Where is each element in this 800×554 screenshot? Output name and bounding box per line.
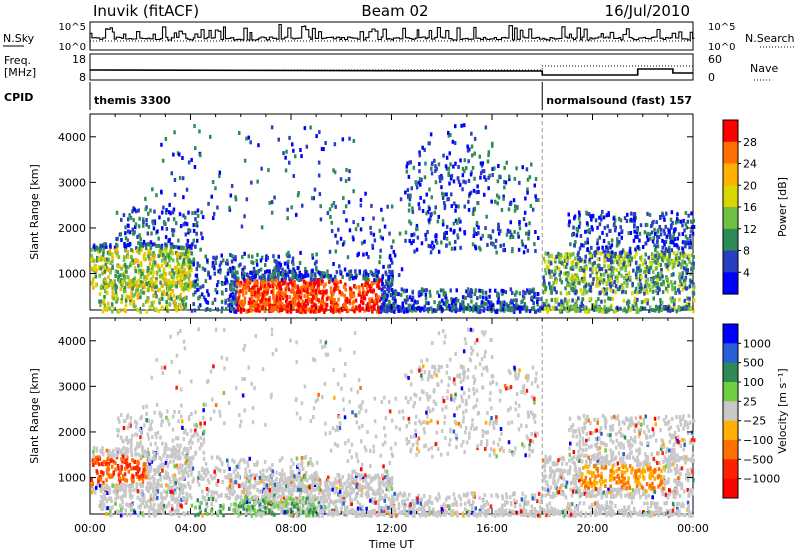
power-ytick: 4000 [58, 131, 86, 144]
power-colorbar-label: Power [dB] [776, 177, 789, 237]
freq-tick-bottom: 8 [79, 71, 86, 84]
velocity-colorbar-swatch [723, 459, 738, 480]
freq-label-line2: [MHz] [4, 66, 36, 79]
velocity-ytick: 4000 [58, 335, 86, 348]
freq-trace [89, 68, 693, 76]
cpid-segment-1: normalsound (fast) 157 [546, 94, 692, 107]
power-colorbar-swatch [723, 141, 738, 165]
velocity-panel [89, 317, 741, 518]
power-ytick: 1000 [58, 268, 86, 281]
freq-panel-frame [89, 53, 694, 81]
power-colorbar-tick: 12 [743, 223, 757, 236]
nave-tick-top: 60 [708, 53, 722, 66]
xtick-label: 20:00 [577, 522, 609, 535]
velocity-colorbar-tick: 25 [743, 395, 757, 408]
power-colorbar-tick: 4 [743, 266, 750, 279]
power-colorbar-tick: 16 [743, 201, 757, 214]
velocity-colorbar-swatch [723, 362, 738, 383]
velocity-colorbar-swatch [723, 343, 738, 364]
velocity-colorbar-swatch [723, 420, 738, 441]
nsearch-label: N.Search [745, 32, 795, 45]
velocity-colorbar-label: Velocity [m s⁻¹] [776, 368, 789, 453]
velocity-colorbar-swatch [723, 440, 738, 460]
velocity-colorbar-swatch [723, 382, 738, 402]
power-colorbar-swatch [723, 228, 738, 252]
nsearch-tick-bottom: 10^0 [708, 42, 735, 53]
nsearch-tick-top: 10^5 [708, 22, 735, 33]
velocity-colorbar-swatch [723, 324, 738, 344]
velocity-colorbar-tick: −100 [743, 434, 773, 447]
freq-label-line1: Freq. [4, 54, 31, 67]
xtick-label: 00:00 [677, 522, 709, 535]
velocity-ytick: 3000 [58, 380, 86, 393]
power-ytick: 2000 [58, 222, 86, 235]
date-title: 16/Jul/2010 [605, 2, 690, 20]
nave-tick-bottom: 0 [708, 71, 715, 84]
power-colorbar-tick: 28 [743, 136, 757, 149]
velocity-colorbar-swatch [723, 401, 738, 422]
cpid-segment-0: themis 3300 [94, 94, 171, 107]
power-colorbar-swatch [723, 272, 738, 295]
velocity-colorbar-tick: −500 [743, 453, 773, 466]
nave-trace [90, 65, 693, 71]
nave-label: Nave [750, 62, 778, 75]
velocity-colorbar-tick: −25 [743, 415, 766, 428]
velocity-colorbar-swatch [723, 478, 738, 499]
x-axis-label: Time UT [368, 538, 414, 551]
power-colorbar-swatch [723, 163, 738, 186]
velocity-colorbar-tick: 100 [743, 376, 764, 389]
power-panel [89, 113, 741, 314]
nsky-trace [89, 23, 695, 49]
power-colorbar-tick: 24 [743, 158, 757, 171]
velocity-colorbar-tick: 500 [743, 357, 764, 370]
nsky-tick-bottom: 10^0 [59, 42, 86, 53]
power-colorbar-tick: 8 [743, 245, 750, 258]
xtick-label: 16:00 [476, 522, 508, 535]
velocity-colorbar-tick: −1000 [743, 473, 780, 486]
power-colorbar-swatch [723, 120, 738, 143]
power-ytick: 3000 [58, 176, 86, 189]
nsky-tick-top: 10^5 [59, 22, 86, 33]
velocity-data-pixels [90, 327, 696, 518]
velocity-colorbar-tick: 1000 [743, 337, 771, 350]
beam-title: Beam 02 [361, 2, 428, 20]
velocity-ytick: 1000 [58, 472, 86, 485]
xtick-label: 00:00 [74, 522, 106, 535]
velocity-ytick: 2000 [58, 426, 86, 439]
power-ylabel: Slant Range [km] [28, 164, 41, 260]
nsky-panel-frame [89, 21, 694, 51]
power-colorbar-swatch [723, 185, 738, 208]
velocity-ylabel: Slant Range [km] [28, 368, 41, 464]
xtick-label: 08:00 [275, 522, 307, 535]
power-colorbar-tick: 20 [743, 179, 757, 192]
xtick-label: 04:00 [175, 522, 207, 535]
power-colorbar-swatch [723, 207, 738, 230]
station-title: Inuvik (fitACF) [93, 2, 199, 20]
power-colorbar-swatch [723, 250, 738, 273]
freq-tick-top: 18 [72, 53, 86, 66]
xtick-label: 12:00 [376, 522, 408, 535]
cpid-label: CPID [4, 91, 33, 104]
nsky-label: N.Sky [3, 32, 35, 45]
